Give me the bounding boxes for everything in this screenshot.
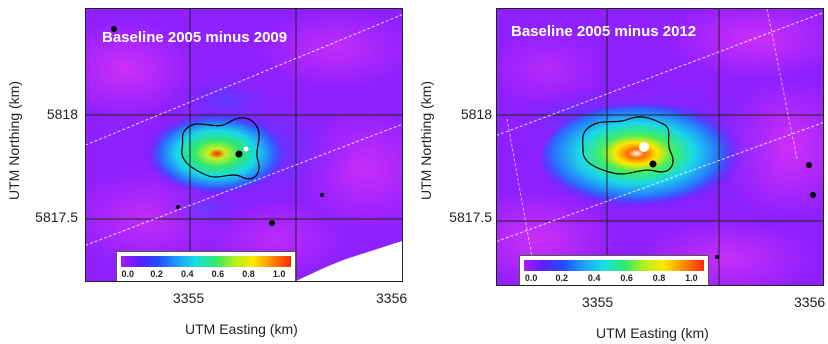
right-well-marker xyxy=(649,160,657,168)
right-x-tick-3356: 3356 xyxy=(794,294,826,310)
left-colorbar-tick: 0.8 xyxy=(242,269,255,279)
right-map-image xyxy=(497,9,823,285)
left-y-axis-label: UTM Northing (km) xyxy=(6,80,22,200)
right-panel: UTM Northing (km) 5818 5817.5 xyxy=(414,0,828,344)
left-colorbar-tick: 0.4 xyxy=(181,269,194,279)
right-y-tick-5818: 5818 xyxy=(460,106,492,122)
right-colorbar-tick: 0.0 xyxy=(524,273,538,283)
right-colorbar-tick: 0.2 xyxy=(555,273,569,283)
right-x-axis-label: UTM Easting (km) xyxy=(596,325,709,341)
right-colorbar: 0.0 0.2 0.4 0.6 0.8 1.0 xyxy=(519,255,709,285)
right-y-axis-label: UTM Northing (km) xyxy=(418,80,434,200)
left-x-tick-3356: 3356 xyxy=(376,290,408,306)
left-map-title: Baseline 2005 minus 2009 xyxy=(102,29,288,46)
right-colorbar-tick: 0.8 xyxy=(652,273,666,283)
left-colorbar-tick: 0.2 xyxy=(150,269,163,279)
left-map: Baseline 2005 minus 2009 0.0 0.2 0.4 0.6… xyxy=(85,8,403,282)
left-x-tick-3355: 3355 xyxy=(173,290,205,306)
right-colorbar-tick: 0.6 xyxy=(620,273,633,283)
right-colorbar-gradient xyxy=(524,260,704,271)
right-colorbar-tick: 1.0 xyxy=(685,273,698,283)
right-map: Baseline 2005 minus 2012 0.0 0.2 0.4 0.6… xyxy=(496,8,824,286)
left-colorbar: 0.0 0.2 0.4 0.6 0.8 1.0 xyxy=(116,251,296,281)
left-panel: UTM Northing (km) 5818 5817.5 xyxy=(6,8,408,337)
right-x-tick-3355: 3355 xyxy=(582,294,614,310)
right-contour xyxy=(582,116,674,175)
right-colorbar-tick: 0.4 xyxy=(587,273,601,283)
left-contour xyxy=(181,117,260,180)
left-colorbar-tick: 0.0 xyxy=(121,269,135,279)
right-y-tick-5817-5: 5817.5 xyxy=(449,209,492,225)
left-well-marker xyxy=(235,150,243,158)
left-no-data-region xyxy=(296,241,402,281)
left-x-axis-label: UTM Easting (km) xyxy=(185,321,298,337)
left-colorbar-gradient xyxy=(121,256,291,267)
right-map-title: Baseline 2005 minus 2012 xyxy=(511,23,697,40)
left-colorbar-tick: 1.0 xyxy=(272,269,286,279)
left-map-image xyxy=(86,9,402,281)
left-colorbar-tick: 0.6 xyxy=(211,269,225,279)
left-y-tick-5817-5: 5817.5 xyxy=(35,209,78,225)
left-y-tick-5818: 5818 xyxy=(46,106,78,122)
